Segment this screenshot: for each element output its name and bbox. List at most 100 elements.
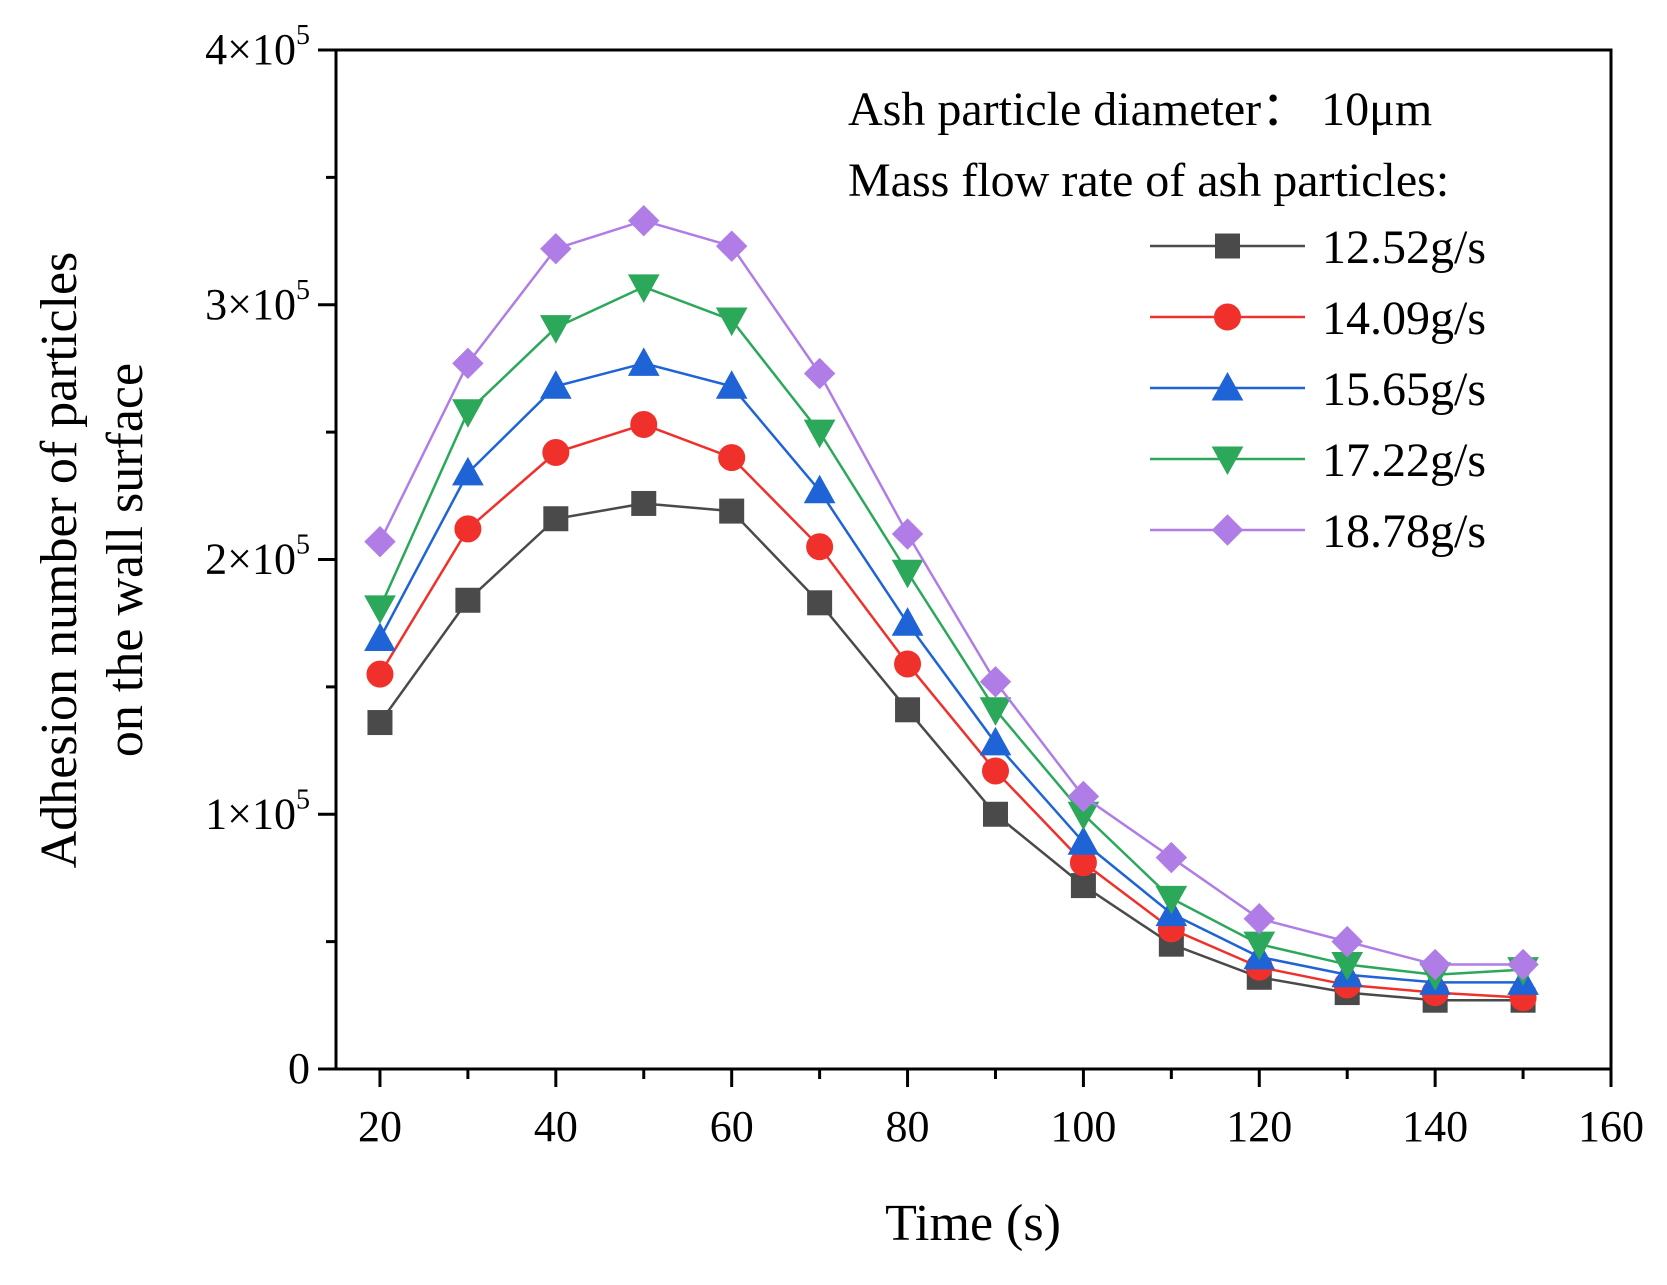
series-line (378, 219, 1524, 966)
data-point (803, 419, 836, 449)
data-point (1155, 841, 1188, 874)
data-point (540, 232, 572, 265)
y-tick-mantissa: 2 (205, 535, 227, 584)
legend-item: 17.22g/s (1150, 434, 1486, 487)
y-tick-base: ×10 (227, 280, 296, 329)
y-tick-exponent: 5 (296, 784, 310, 815)
legend: 12.52g/s 14.09g/s 15.65g/s 17.22g/s 18.78g/s (1150, 221, 1486, 558)
data-point (803, 474, 836, 504)
y-tick-base: ×10 (227, 25, 296, 74)
annotation-diameter: Ash particle diameter： 10μm (848, 83, 1432, 136)
y-tick-label: 1×105 (205, 784, 310, 838)
data-point (894, 650, 922, 678)
legend-label: 15.65g/s (1322, 363, 1486, 416)
annotation-mass-flow: Mass flow rate of ash particles: (848, 154, 1449, 207)
data-point (631, 490, 657, 516)
legend-label: 14.09g/s (1322, 292, 1486, 345)
data-point (367, 710, 393, 736)
x-axis-title: Time (s) (885, 1195, 1061, 1252)
legend-label: 17.22g/s (1322, 434, 1486, 487)
data-point (1243, 902, 1275, 935)
legend-label: 12.52g/s (1322, 221, 1486, 274)
x-tick-label: 20 (358, 1102, 402, 1151)
data-point (1507, 948, 1539, 981)
data-point (452, 456, 484, 486)
legend-item: 12.52g/s (1150, 221, 1486, 274)
data-point (715, 230, 748, 262)
x-axis: 20 40 60 80 100 120 140 160 (358, 1069, 1644, 1151)
legend-marker (1211, 371, 1244, 401)
data-point (979, 726, 1012, 756)
legend-marker (1214, 303, 1241, 331)
data-point (891, 559, 924, 589)
data-point (454, 515, 482, 543)
y-axis-title: Adhesion number of particles on the wall… (31, 252, 154, 869)
data-point (630, 410, 658, 438)
legend-marker (1215, 233, 1240, 259)
y-tick-mantissa: 0 (288, 1044, 310, 1093)
y-axis-title-line-1: Adhesion number of particles (31, 252, 88, 869)
data-point (1155, 885, 1188, 915)
data-point (1067, 780, 1100, 813)
y-tick-mantissa: 3 (205, 280, 227, 329)
data-point (891, 607, 924, 636)
data-point (891, 518, 924, 550)
legend-marker (1211, 446, 1244, 476)
y-tick-label: 3×105 (205, 275, 310, 329)
data-point (1419, 948, 1451, 981)
y-tick-label: 4×105 (205, 20, 310, 74)
y-tick-exponent: 5 (296, 20, 310, 51)
y-tick-exponent: 5 (296, 530, 310, 561)
data-point (1331, 925, 1363, 958)
series-line (378, 285, 1524, 976)
x-tick-label: 160 (1578, 1102, 1644, 1151)
legend-item: 14.09g/s (1150, 292, 1486, 345)
series-line (378, 502, 1524, 1002)
legend-item: 18.78g/s (1150, 505, 1486, 558)
data-point (895, 697, 921, 723)
series-line (378, 362, 1524, 984)
x-tick-label: 80 (886, 1102, 930, 1151)
data-point (364, 622, 396, 651)
data-point (452, 399, 484, 428)
data-point (364, 595, 396, 624)
series-line (378, 423, 1524, 999)
legend-label: 18.78g/s (1322, 505, 1486, 558)
data-point (455, 587, 481, 613)
y-axis-title-line-2: on the wall surface (97, 363, 154, 757)
data-point (366, 660, 394, 688)
y-tick-base: ×10 (227, 535, 296, 584)
data-point (1067, 826, 1100, 855)
data-point (806, 533, 834, 561)
x-tick-label: 120 (1226, 1102, 1292, 1151)
y-tick-label: 0 (288, 1044, 310, 1093)
data-point (979, 697, 1012, 726)
data-point (982, 801, 1008, 827)
data-point (715, 307, 748, 337)
data-point (627, 274, 660, 303)
x-tick-label: 60 (710, 1102, 754, 1151)
data-point (364, 525, 396, 558)
data-point (715, 370, 748, 399)
y-tick-mantissa: 1 (205, 789, 227, 838)
data-point (628, 204, 660, 237)
data-point (718, 444, 746, 472)
y-tick-mantissa: 4 (205, 25, 227, 74)
series-layer (364, 204, 1539, 1013)
data-point (542, 439, 570, 467)
data-point (803, 357, 836, 390)
data-point (807, 590, 833, 616)
data-point (719, 498, 745, 524)
data-point (539, 370, 572, 399)
data-point (539, 315, 572, 344)
legend-item: 15.65g/s (1150, 363, 1486, 416)
data-point (1070, 873, 1096, 899)
series-14.09g/s (366, 410, 1537, 1012)
y-tick-exponent: 5 (296, 275, 310, 306)
data-point (452, 347, 484, 380)
x-tick-label: 140 (1402, 1102, 1468, 1151)
data-point (981, 757, 1009, 785)
data-point (627, 347, 660, 376)
